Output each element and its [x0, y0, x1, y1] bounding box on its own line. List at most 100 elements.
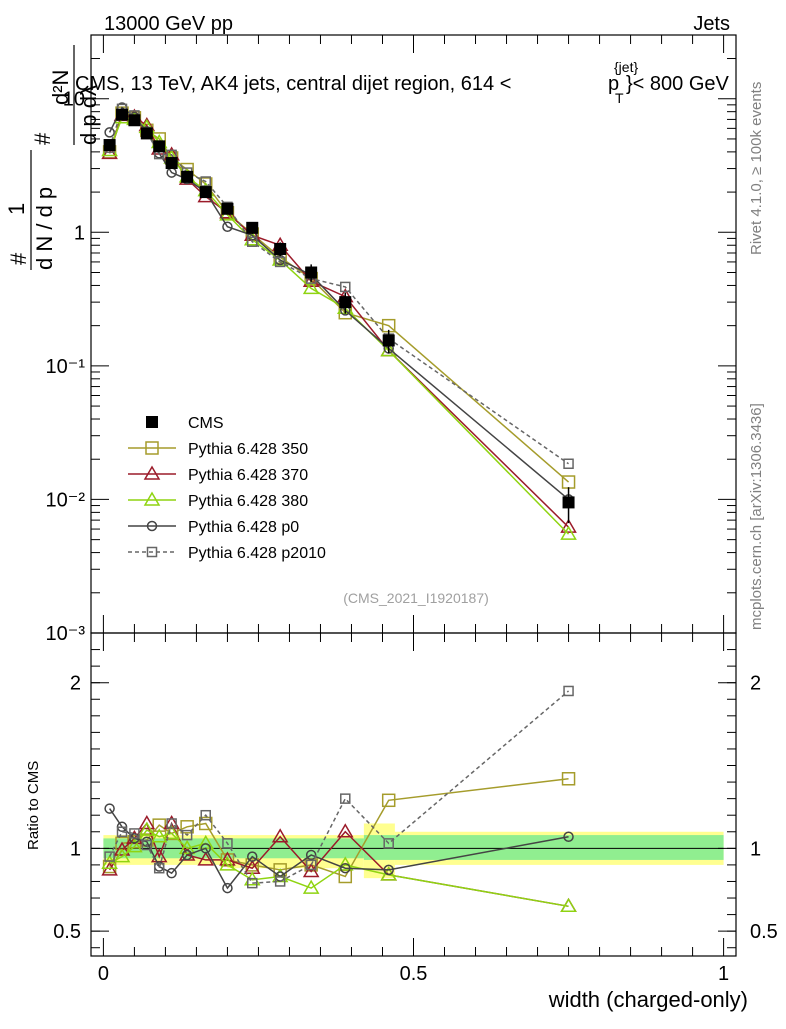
- ratio-point-pythia-6-428-380: [302, 879, 320, 894]
- ratio-point-pythia-6-428-370: [336, 823, 354, 838]
- main-ylabel: # 1 d N / d p # d²N d p dλ: [4, 45, 101, 270]
- main-y-tick-label: 10⁻²: [46, 489, 86, 511]
- ratio-point-pythia-6-428-p0: [222, 882, 233, 894]
- point-cms: [305, 266, 318, 279]
- point-cms: [339, 296, 352, 309]
- point-cms: [382, 334, 395, 347]
- main-series-group: [101, 102, 577, 540]
- ylabel-frac-left-den: d N / d p: [32, 187, 57, 270]
- ratio-point-pythia-6-428-p0: [104, 803, 115, 814]
- legend-label-pythia-6-428-350: Pythia 6.428 350: [188, 441, 308, 458]
- legend-marker-pythia-6-428-380: [143, 491, 161, 506]
- title-post: }< 800 GeV: [626, 73, 730, 95]
- legend-marker-pythia-6-428-p2010: [146, 546, 158, 558]
- ratio-point-pythia-6-428-p0: [166, 867, 177, 879]
- ratio-point-pythia-6-428-370: [271, 828, 289, 843]
- ratio-point-pythia-6-428-380: [126, 838, 143, 853]
- ratio-point-pythia-6-428-p2010: [222, 838, 233, 849]
- mcplots-label: mcplots.cern.ch [arXiv:1306.3436]: [748, 403, 765, 630]
- legend-label-pythia-6-428-p2010: Pythia 6.428 p2010: [188, 545, 326, 562]
- ratio-y-tick-label-left: 0.5: [53, 921, 81, 943]
- point-pythia-6-428-p2010: [340, 281, 351, 293]
- legend-marker-pythia-6-428-370: [143, 465, 161, 480]
- point-pythia-6-428-p2010: [247, 236, 258, 247]
- point-pythia-6-428-380: [560, 525, 577, 540]
- ratio-point-pythia-6-428-350: [180, 820, 194, 834]
- ratio-point-pythia-6-428-p0: [383, 864, 394, 876]
- ratio-ylabel: Ratio to CMS: [25, 761, 42, 850]
- x-axis-label: width (charged-only): [548, 987, 748, 1012]
- point-cms: [246, 221, 259, 234]
- ratio-point-pythia-6-428-350: [561, 772, 576, 786]
- main-plot-panel: 10⁻³ 10⁻² 10⁻¹ 1 10: [46, 34, 737, 645]
- series-line-pythia-6-428-380: [108, 116, 570, 535]
- header-left: 13000 GeV pp: [104, 13, 233, 35]
- ratio-point-pythia-6-428-p2010: [383, 838, 394, 849]
- ratio-point-pythia-6-428-p2010: [200, 809, 211, 821]
- ylabel-hash-1: #: [6, 252, 31, 265]
- point-pythia-6-428-370: [560, 518, 577, 533]
- ratio-point-pythia-6-428-p0: [200, 843, 211, 854]
- ylabel-frac-right-num: d²N: [48, 70, 73, 105]
- legend-label-cms: CMS: [188, 415, 224, 432]
- legend-label-pythia-6-428-p0: Pythia 6.428 p0: [188, 519, 299, 536]
- ratio-point-pythia-6-428-380: [336, 856, 354, 871]
- series-line-pythia-6-428-370: [108, 114, 570, 528]
- ratio-point-pythia-6-428-370: [138, 814, 156, 830]
- ratio-point-pythia-6-428-370: [197, 851, 215, 866]
- ratio-point-pythia-6-428-380: [560, 897, 577, 913]
- series-line-pythia-6-428-350: [108, 112, 570, 483]
- main-y-tick-label: 1: [74, 222, 85, 244]
- ylabel-frac-right-den: d p dλ: [76, 85, 101, 145]
- ratio-point-pythia-6-428-380: [163, 824, 180, 840]
- analysis-watermark: (CMS_2021_I1920187): [343, 590, 489, 606]
- series-line-pythia-6-428-p2010: [108, 107, 569, 465]
- point-pythia-6-428-p2010: [274, 256, 286, 268]
- x-tick-label: 0: [98, 963, 109, 985]
- point-cms: [153, 140, 166, 153]
- main-y-tick-label: 10: [63, 89, 85, 111]
- point-cms: [116, 108, 129, 121]
- ratio-point-pythia-6-428-p0: [247, 851, 258, 862]
- main-y-tick-label: 10⁻¹: [46, 356, 86, 378]
- ratio-tick-group: 0.5 0.5 1 1 2 2 0 0.5 1: [53, 633, 778, 985]
- ratio-y-tick-label-right: 0.5: [750, 921, 778, 943]
- point-cms: [221, 202, 234, 215]
- header-right: Jets: [693, 13, 730, 35]
- ratio-point-pythia-6-428-p2010: [274, 876, 286, 887]
- point-cms: [562, 496, 575, 509]
- ratio-point-pythia-6-428-p2010: [141, 839, 153, 851]
- ratio-point-pythia-6-428-p0: [181, 849, 193, 861]
- main-plot-frame: [90, 34, 737, 634]
- ratio-point-pythia-6-428-p2010: [166, 818, 177, 829]
- ylabel-hash-2: #: [30, 132, 55, 145]
- point-pythia-6-428-p2010: [563, 458, 574, 469]
- ratio-uncertainty-bands: [103, 823, 724, 879]
- main-y-tick-label: 10⁻³: [46, 623, 86, 645]
- point-cms: [181, 170, 194, 183]
- point-cms: [274, 242, 287, 255]
- title-p: p: [608, 73, 619, 95]
- ratio-point-pythia-6-428-350: [198, 816, 213, 831]
- ratio-y-tick-label-left: 2: [70, 673, 81, 695]
- point-cms: [199, 186, 212, 199]
- point-cms: [103, 139, 116, 152]
- legend-label-pythia-6-428-380: Pythia 6.428 380: [188, 493, 308, 510]
- point-cms: [140, 127, 153, 140]
- ratio-y-tick-label-left: 1: [70, 838, 81, 860]
- ratio-y-tick-label-right: 2: [750, 673, 761, 695]
- ratio-point-pythia-6-428-p2010: [340, 793, 351, 804]
- rivet-label: Rivet 4.1.0, ≥ 100k events: [748, 82, 765, 255]
- point-pythia-6-428-380: [380, 342, 397, 357]
- ratio-point-pythia-6-428-350: [381, 793, 396, 808]
- ratio-point-pythia-6-428-p2010: [247, 877, 258, 889]
- legend-label-pythia-6-428-370: Pythia 6.428 370: [188, 467, 308, 484]
- ratio-point-pythia-6-428-380: [138, 821, 156, 836]
- point-cms: [128, 114, 141, 127]
- point-pythia-6-428-380: [302, 279, 320, 295]
- ratio-point-pythia-6-428-p2010: [104, 851, 115, 862]
- point-pythia-6-428-p2010: [200, 176, 211, 187]
- x-tick-label: 0.5: [400, 963, 428, 985]
- ratio-point-pythia-6-428-370: [113, 841, 131, 856]
